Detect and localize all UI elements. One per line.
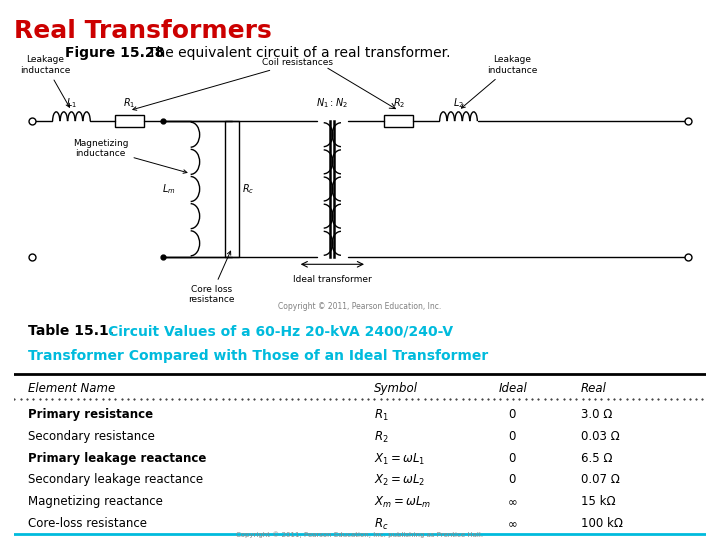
Text: Magnetizing reactance: Magnetizing reactance — [28, 495, 163, 508]
Text: Figure 15.28: Figure 15.28 — [65, 46, 164, 60]
Text: $L_1$: $L_1$ — [66, 96, 77, 110]
Text: $R_c$: $R_c$ — [243, 182, 255, 196]
Text: Circuit Values of a 60-Hz 20-kVA 2400/240-V: Circuit Values of a 60-Hz 20-kVA 2400/24… — [108, 324, 453, 338]
Text: $R_1$: $R_1$ — [374, 408, 389, 423]
Text: Core-loss resistance: Core-loss resistance — [28, 517, 147, 530]
Text: $N_1 : N_2$: $N_1 : N_2$ — [316, 96, 348, 110]
Text: Real: Real — [581, 382, 607, 395]
Text: Coil resistances: Coil resistances — [133, 58, 333, 110]
Text: $X_m = \omega L_m$: $X_m = \omega L_m$ — [374, 495, 431, 510]
Text: $\infty$: $\infty$ — [507, 517, 517, 530]
Text: Real Transformers: Real Transformers — [14, 19, 272, 43]
Text: Ideal transformer: Ideal transformer — [293, 275, 372, 285]
Text: $L_2$: $L_2$ — [453, 96, 464, 110]
Text: 0: 0 — [508, 451, 516, 464]
Text: Secondary resistance: Secondary resistance — [28, 430, 155, 443]
Text: $R_2$: $R_2$ — [392, 96, 405, 110]
Text: 0: 0 — [508, 430, 516, 443]
Text: 15 kΩ: 15 kΩ — [581, 495, 616, 508]
Text: Magnetizing
inductance: Magnetizing inductance — [73, 139, 187, 173]
Text: Primary resistance: Primary resistance — [28, 408, 153, 421]
Text: 100 kΩ: 100 kΩ — [581, 517, 624, 530]
Bar — [114, 115, 144, 127]
Text: $R_1$: $R_1$ — [123, 96, 135, 110]
Text: 3.0 Ω: 3.0 Ω — [581, 408, 613, 421]
Text: The equivalent circuit of a real transformer.: The equivalent circuit of a real transfo… — [148, 46, 450, 60]
Text: $R_c$: $R_c$ — [374, 517, 388, 532]
Text: 0.07 Ω: 0.07 Ω — [581, 474, 620, 487]
Text: 0: 0 — [508, 474, 516, 487]
Text: Ideal: Ideal — [498, 382, 527, 395]
Text: Element Name: Element Name — [28, 382, 115, 395]
Text: 0.03 Ω: 0.03 Ω — [581, 430, 620, 443]
Bar — [384, 115, 413, 127]
Text: $X_2 = \omega L_2$: $X_2 = \omega L_2$ — [374, 474, 426, 489]
Text: Secondary leakage reactance: Secondary leakage reactance — [28, 474, 203, 487]
Text: Table 15.1.: Table 15.1. — [28, 324, 114, 338]
Text: Primary leakage reactance: Primary leakage reactance — [28, 451, 207, 464]
Text: $\infty$: $\infty$ — [507, 495, 517, 508]
Text: Leakage
inductance: Leakage inductance — [462, 56, 537, 108]
Text: $X_1 = \omega L_1$: $X_1 = \omega L_1$ — [374, 451, 426, 467]
Text: Symbol: Symbol — [374, 382, 418, 395]
Text: Leakage
inductance: Leakage inductance — [20, 56, 71, 107]
Text: $L_m$: $L_m$ — [162, 182, 176, 196]
Text: $R_2$: $R_2$ — [374, 430, 388, 445]
Text: 6.5 Ω: 6.5 Ω — [581, 451, 613, 464]
Text: Transformer Compared with Those of an Ideal Transformer: Transformer Compared with Those of an Id… — [28, 349, 488, 363]
Text: 0: 0 — [508, 408, 516, 421]
Text: Copyright © 2011, Pearson Education, Inc. publishing as Prentice Hall.: Copyright © 2011, Pearson Education, Inc… — [236, 531, 484, 538]
Text: Copyright © 2011, Pearson Education, Inc.: Copyright © 2011, Pearson Education, Inc… — [279, 302, 441, 311]
Text: Core loss
resistance: Core loss resistance — [188, 251, 235, 304]
Bar — [225, 121, 239, 257]
